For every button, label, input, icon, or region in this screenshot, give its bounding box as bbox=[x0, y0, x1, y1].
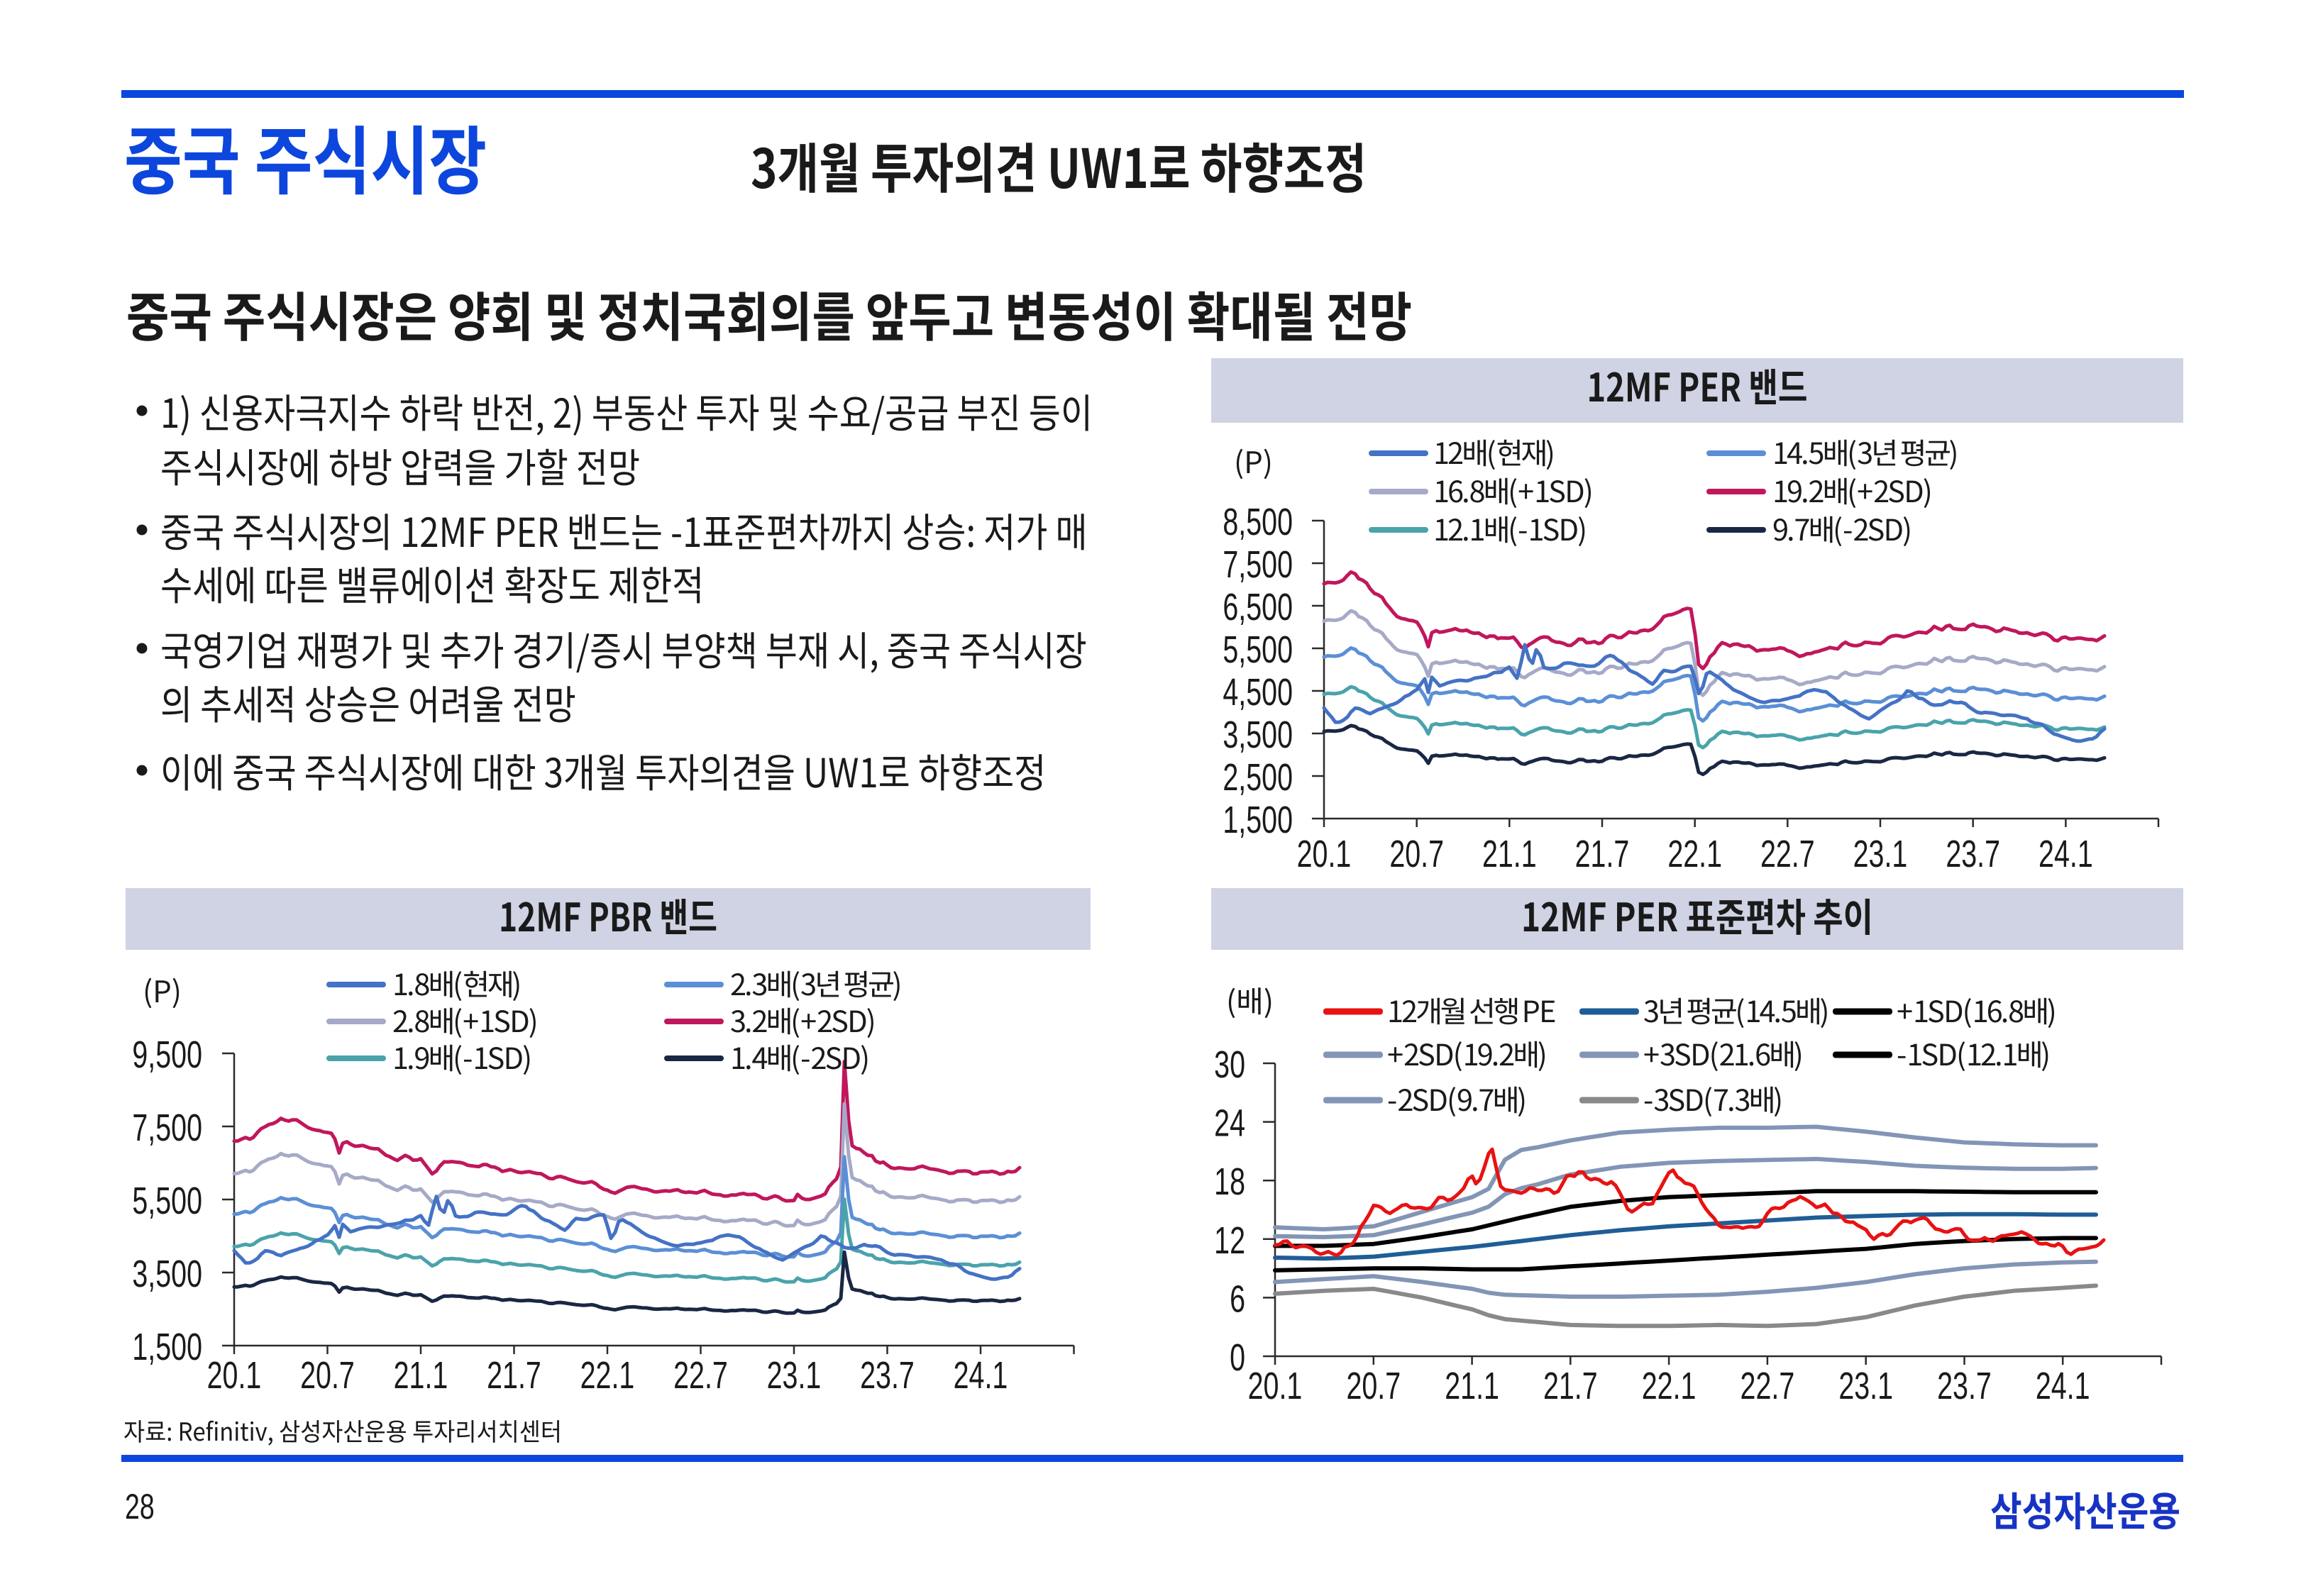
svg-text:8,500: 8,500 bbox=[1223, 501, 1293, 544]
svg-text:9,500: 9,500 bbox=[132, 1033, 202, 1077]
svg-text:2,500: 2,500 bbox=[1223, 756, 1293, 799]
svg-text:24.1: 24.1 bbox=[2036, 1365, 2090, 1408]
svg-text:23.1: 23.1 bbox=[767, 1354, 822, 1397]
svg-text:24.1: 24.1 bbox=[954, 1354, 1008, 1397]
svg-text:4,500: 4,500 bbox=[1223, 671, 1293, 714]
svg-text:21.1: 21.1 bbox=[1482, 833, 1537, 876]
svg-text:20.7: 20.7 bbox=[300, 1354, 355, 1397]
svg-text:23.1: 23.1 bbox=[1838, 1365, 1893, 1408]
svg-text:18: 18 bbox=[1214, 1160, 1245, 1204]
svg-text:23.1: 23.1 bbox=[1853, 833, 1908, 876]
svg-text:24: 24 bbox=[1214, 1102, 1245, 1146]
svg-text:22.1: 22.1 bbox=[580, 1354, 635, 1397]
svg-text:3,500: 3,500 bbox=[132, 1253, 202, 1296]
svg-text:22.7: 22.7 bbox=[673, 1354, 728, 1397]
svg-text:20.1: 20.1 bbox=[1297, 833, 1352, 876]
svg-text:22.1: 22.1 bbox=[1667, 833, 1722, 876]
svg-text:24.1: 24.1 bbox=[2039, 833, 2093, 876]
svg-text:12: 12 bbox=[1214, 1219, 1245, 1263]
svg-text:30: 30 bbox=[1214, 1043, 1245, 1087]
svg-text:22.1: 22.1 bbox=[1642, 1365, 1697, 1408]
svg-text:6,500: 6,500 bbox=[1223, 586, 1293, 629]
svg-text:7,500: 7,500 bbox=[1223, 543, 1293, 587]
svg-text:23.7: 23.7 bbox=[860, 1354, 915, 1397]
svg-text:0: 0 bbox=[1230, 1336, 1245, 1380]
svg-text:20.7: 20.7 bbox=[1346, 1365, 1401, 1408]
svg-text:28: 28 bbox=[125, 1487, 155, 1526]
svg-text:21.7: 21.7 bbox=[1575, 833, 1630, 876]
svg-text:23.7: 23.7 bbox=[1937, 1365, 1992, 1408]
svg-text:21.1: 21.1 bbox=[1445, 1365, 1499, 1408]
svg-text:1,500: 1,500 bbox=[1223, 799, 1293, 842]
svg-text:22.7: 22.7 bbox=[1760, 833, 1815, 876]
svg-text:5,500: 5,500 bbox=[1223, 628, 1293, 672]
svg-text:6: 6 bbox=[1230, 1278, 1245, 1321]
svg-text:7,500: 7,500 bbox=[132, 1107, 202, 1150]
svg-text:1,500: 1,500 bbox=[132, 1326, 202, 1369]
svg-text:21.7: 21.7 bbox=[1543, 1365, 1598, 1408]
svg-text:23.7: 23.7 bbox=[1946, 833, 2000, 876]
svg-text:21.1: 21.1 bbox=[394, 1354, 448, 1397]
svg-text:21.7: 21.7 bbox=[487, 1354, 541, 1397]
svg-text:22.7: 22.7 bbox=[1740, 1365, 1795, 1408]
svg-text:20.1: 20.1 bbox=[207, 1354, 262, 1397]
svg-text:20.1: 20.1 bbox=[1248, 1365, 1303, 1408]
svg-text:3,500: 3,500 bbox=[1223, 714, 1293, 757]
svg-text:5,500: 5,500 bbox=[132, 1180, 202, 1223]
svg-text:20.7: 20.7 bbox=[1389, 833, 1444, 876]
